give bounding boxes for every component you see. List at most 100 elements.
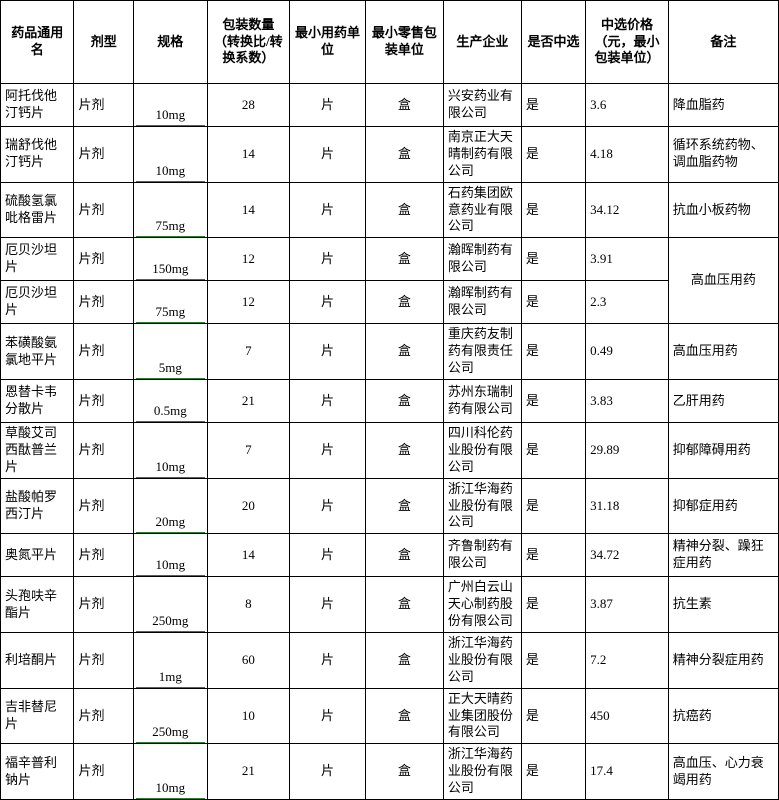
cell-price: 17.4 — [586, 744, 669, 800]
cell-retail: 盒 — [365, 380, 443, 423]
table-row: 草酸艾司西酞普兰片片剂10mg7片盒四川科伦药业股份有限公司是29.89抑郁障碍… — [1, 423, 779, 479]
cell-dose: 片 — [290, 688, 366, 744]
cell-retail: 盒 — [365, 423, 443, 479]
cell-form: 片剂 — [74, 127, 134, 183]
cell-spec: 75mg — [134, 182, 207, 238]
cell-form: 片剂 — [74, 182, 134, 238]
cell-note: 乙肝用药 — [668, 380, 778, 423]
cell-note: 精神分裂、躁狂症用药 — [668, 534, 778, 577]
cell-sel: 是 — [521, 744, 585, 800]
cell-retail: 盒 — [365, 633, 443, 689]
cell-sel: 是 — [521, 423, 585, 479]
cell-note-merged: 高血压用药 — [668, 238, 778, 324]
cell-note: 高血压、心力衰竭用药 — [668, 744, 778, 800]
cell-pack: 14 — [207, 534, 290, 577]
cell-dose: 片 — [290, 127, 366, 183]
cell-name: 利培酮片 — [1, 633, 74, 689]
cell-form: 片剂 — [74, 84, 134, 127]
cell-name: 福辛普利钠片 — [1, 744, 74, 800]
cell-dose: 片 — [290, 182, 366, 238]
cell-retail: 盒 — [365, 577, 443, 633]
table-row: 奥氮平片片剂10mg14片盒齐鲁制药有限公司是34.72精神分裂、躁狂症用药 — [1, 534, 779, 577]
cell-name: 硫酸氢氯吡格雷片 — [1, 182, 74, 238]
cell-price: 3.91 — [586, 238, 669, 281]
cell-retail: 盒 — [365, 324, 443, 380]
cell-price: 2.3 — [586, 281, 669, 324]
cell-dose: 片 — [290, 238, 366, 281]
table-header-row: 药品通用名 剂型 规格 包装数量（转换比/转换系数） 最小用药单位 最小零售包装… — [1, 1, 779, 84]
table-row: 福辛普利钠片片剂10mg21片盒浙江华海药业股份有限公司是17.4高血压、心力衰… — [1, 744, 779, 800]
cell-sel: 是 — [521, 478, 585, 534]
cell-mfr: 浙江华海药业股份有限公司 — [443, 478, 521, 534]
table-row: 利培酮片片剂1mg60片盒浙江华海药业股份有限公司是7.2精神分裂症用药 — [1, 633, 779, 689]
cell-sel: 是 — [521, 84, 585, 127]
cell-sel: 是 — [521, 633, 585, 689]
cell-mfr: 浙江华海药业股份有限公司 — [443, 744, 521, 800]
cell-sel: 是 — [521, 238, 585, 281]
cell-retail: 盒 — [365, 688, 443, 744]
cell-mfr: 石药集团欧意药业有限公司 — [443, 182, 521, 238]
cell-form: 片剂 — [74, 688, 134, 744]
cell-mfr: 瀚晖制药有限公司 — [443, 238, 521, 281]
cell-spec: 10mg — [134, 744, 207, 800]
cell-dose: 片 — [290, 281, 366, 324]
cell-dose: 片 — [290, 534, 366, 577]
cell-price: 0.49 — [586, 324, 669, 380]
cell-pack: 14 — [207, 182, 290, 238]
cell-price: 3.6 — [586, 84, 669, 127]
cell-spec: 10mg — [134, 423, 207, 479]
cell-spec: 150mg — [134, 238, 207, 281]
cell-mfr: 苏州东瑞制药有限公司 — [443, 380, 521, 423]
cell-mfr: 兴安药业有限公司 — [443, 84, 521, 127]
cell-spec: 0.5mg — [134, 380, 207, 423]
cell-spec: 250mg — [134, 688, 207, 744]
cell-note: 降血脂药 — [668, 84, 778, 127]
table-row: 吉非替尼片片剂250mg10片盒正大天晴药业集团股份有限公司是450抗癌药 — [1, 688, 779, 744]
cell-pack: 8 — [207, 577, 290, 633]
cell-form: 片剂 — [74, 577, 134, 633]
header-retail: 最小零售包装单位 — [365, 1, 443, 84]
cell-price: 29.89 — [586, 423, 669, 479]
cell-form: 片剂 — [74, 478, 134, 534]
cell-name: 恩替卡韦分散片 — [1, 380, 74, 423]
cell-pack: 7 — [207, 324, 290, 380]
cell-sel: 是 — [521, 688, 585, 744]
cell-price: 34.12 — [586, 182, 669, 238]
cell-mfr: 浙江华海药业股份有限公司 — [443, 633, 521, 689]
cell-dose: 片 — [290, 380, 366, 423]
table-row: 厄贝沙坦片片剂75mg12片盒瀚晖制药有限公司是2.3 — [1, 281, 779, 324]
cell-name: 吉非替尼片 — [1, 688, 74, 744]
table-row: 头孢呋辛酯片片剂250mg8片盒广州白云山天心制药股份有限公司是3.87抗生素 — [1, 577, 779, 633]
cell-price: 7.2 — [586, 633, 669, 689]
cell-sel: 是 — [521, 182, 585, 238]
table-row: 苯磺酸氨氯地平片片剂5mg7片盒重庆药友制药有限责任公司是0.49高血压用药 — [1, 324, 779, 380]
cell-note: 抗癌药 — [668, 688, 778, 744]
cell-pack: 12 — [207, 238, 290, 281]
table-row: 恩替卡韦分散片片剂0.5mg21片盒苏州东瑞制药有限公司是3.83乙肝用药 — [1, 380, 779, 423]
cell-price: 3.83 — [586, 380, 669, 423]
cell-mfr: 四川科伦药业股份有限公司 — [443, 423, 521, 479]
cell-note: 抑郁症用药 — [668, 478, 778, 534]
drug-pricing-table: 药品通用名 剂型 规格 包装数量（转换比/转换系数） 最小用药单位 最小零售包装… — [0, 0, 779, 800]
cell-spec: 10mg — [134, 534, 207, 577]
cell-note: 循环系统药物、调血脂药物 — [668, 127, 778, 183]
cell-pack: 21 — [207, 744, 290, 800]
table-row: 厄贝沙坦片片剂150mg12片盒瀚晖制药有限公司是3.91高血压用药 — [1, 238, 779, 281]
cell-sel: 是 — [521, 534, 585, 577]
header-name: 药品通用名 — [1, 1, 74, 84]
cell-spec: 1mg — [134, 633, 207, 689]
cell-price: 31.18 — [586, 478, 669, 534]
cell-mfr: 广州白云山天心制药股份有限公司 — [443, 577, 521, 633]
cell-dose: 片 — [290, 744, 366, 800]
cell-name: 头孢呋辛酯片 — [1, 577, 74, 633]
header-pack: 包装数量（转换比/转换系数） — [207, 1, 290, 84]
cell-name: 草酸艾司西酞普兰片 — [1, 423, 74, 479]
cell-mfr: 正大天晴药业集团股份有限公司 — [443, 688, 521, 744]
cell-mfr: 齐鲁制药有限公司 — [443, 534, 521, 577]
header-sel: 是否中选 — [521, 1, 585, 84]
cell-pack: 21 — [207, 380, 290, 423]
cell-pack: 12 — [207, 281, 290, 324]
cell-pack: 14 — [207, 127, 290, 183]
cell-note: 高血压用药 — [668, 324, 778, 380]
cell-name: 厄贝沙坦片 — [1, 238, 74, 281]
